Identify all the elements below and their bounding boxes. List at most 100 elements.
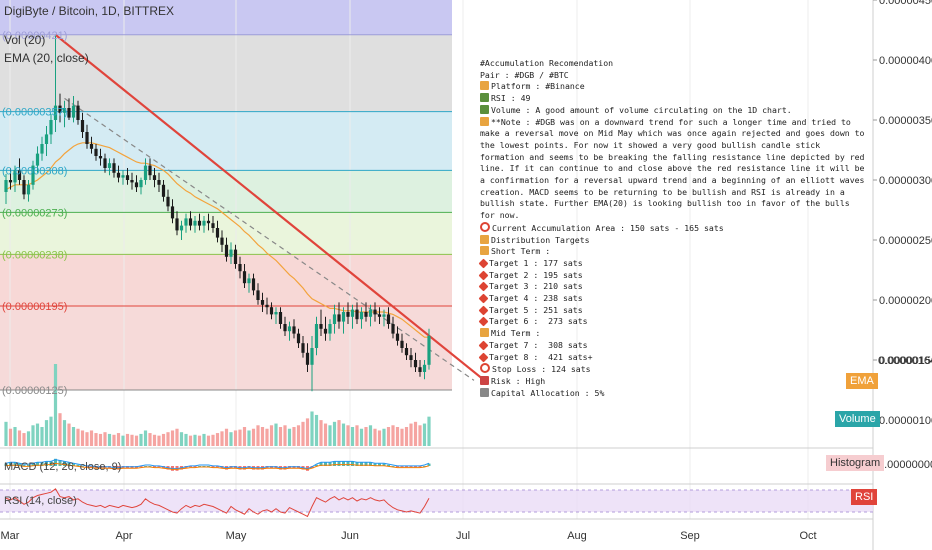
candle <box>350 304 355 329</box>
current-price-label: 0.00000164 <box>878 355 932 367</box>
candle <box>341 307 346 334</box>
macd-histogram-bar <box>324 462 327 466</box>
candle-body <box>71 105 76 118</box>
candle-body <box>278 312 283 324</box>
time-tick-label: Sep <box>680 530 700 542</box>
candle-body <box>310 348 314 365</box>
candle <box>49 114 53 144</box>
candle-body <box>166 196 170 207</box>
volume-bar <box>373 428 377 446</box>
note-line: Current Accumulation Area : 150 sats - 1… <box>480 221 865 235</box>
vol-indicator-label[interactable]: Vol (20) <box>4 33 45 47</box>
volume-bar <box>170 430 175 446</box>
pin-icon <box>478 352 489 363</box>
volume-bar <box>103 432 107 446</box>
rsi-indicator-label[interactable]: RSI (14, close) <box>4 495 77 507</box>
candle-body <box>224 244 229 257</box>
candle-body <box>193 220 197 226</box>
rsi-panel[interactable] <box>5 488 430 518</box>
note-line: Short Term : <box>480 246 865 258</box>
candle <box>175 211 179 236</box>
volume-bar <box>382 428 386 446</box>
note-line-text: Risk : High <box>491 375 546 386</box>
price-tick-label: 0.00000400 <box>879 55 932 67</box>
volume-bar <box>355 425 359 446</box>
volume-bars <box>4 364 431 446</box>
volume-bar <box>251 428 256 446</box>
ema-badge[interactable]: EMA <box>846 373 878 389</box>
macd-histogram-bar <box>360 462 363 466</box>
candle <box>260 292 265 312</box>
candle-body <box>427 336 431 365</box>
candle <box>296 328 301 348</box>
macd-histogram-bar <box>36 462 39 466</box>
macd-histogram-bar <box>144 466 147 467</box>
candle-body <box>319 324 323 329</box>
fib-zone-top <box>0 0 452 35</box>
price-tick-label: 0.00000300 <box>879 175 932 187</box>
candle <box>202 216 206 233</box>
note-line: Target 8 : 421 sats+ <box>478 352 865 364</box>
candle <box>26 180 31 202</box>
candle <box>238 256 242 279</box>
rsi-badge[interactable]: RSI <box>851 489 878 505</box>
volume-badge[interactable]: Volume <box>835 411 880 427</box>
candle <box>283 316 287 336</box>
note-line-text: Target 4 : 238 sats <box>489 293 583 304</box>
volume-bar <box>130 434 134 446</box>
candle-body <box>350 309 355 317</box>
volume-bar <box>179 432 184 446</box>
note-line-text: Pair : #DGB / #BTC <box>480 69 569 80</box>
volume-bar <box>346 425 350 446</box>
candle <box>62 100 67 128</box>
candle-body <box>17 170 22 180</box>
candle <box>404 343 409 360</box>
volume-bar <box>391 425 395 446</box>
volume-bar <box>310 411 314 446</box>
macd-histogram-bar <box>382 463 386 466</box>
hand-icon <box>480 116 489 126</box>
ema-indicator-label[interactable]: EMA (20, close) <box>4 51 89 65</box>
candle-body <box>134 182 139 188</box>
macd-indicator-label[interactable]: MACD (12, 26, close, 9) <box>4 461 121 473</box>
macd-histogram-bar <box>139 466 143 468</box>
candle-body <box>98 156 103 159</box>
pin-icon <box>478 293 489 304</box>
macd-histogram-bar <box>67 462 71 466</box>
macd-histogram-bar <box>427 463 431 466</box>
volume-bar <box>368 425 373 446</box>
note-line-text: Platform : #Binance <box>491 81 585 92</box>
volume-bar <box>67 423 71 446</box>
volume-bar <box>265 428 269 446</box>
macd-histogram-bar <box>409 466 413 468</box>
volume-bar <box>188 435 193 446</box>
cap-icon <box>480 387 489 397</box>
note-line: Target 2 : 195 sats <box>478 270 865 282</box>
macd-panel[interactable] <box>4 458 431 471</box>
macd-histogram-bar <box>405 466 408 468</box>
histogram-badge[interactable]: Histogram <box>826 455 885 471</box>
price-axis[interactable]: 0.00000450 0.00000400 0.00000350 0.00000300… <box>873 0 932 427</box>
candle-body <box>274 312 278 315</box>
candle-body <box>26 184 31 195</box>
price-tick-label: 0.00000100 <box>879 415 932 427</box>
volume-bar <box>229 432 233 446</box>
candle <box>382 309 386 327</box>
macd-histogram-bar <box>90 466 93 468</box>
time-axis[interactable]: Mar Apr May Jun Jul Aug Sep Oct <box>1 530 817 542</box>
candle-body <box>377 314 382 317</box>
candle-body <box>31 165 35 185</box>
candle <box>134 175 139 192</box>
candle-body <box>242 271 247 284</box>
candle <box>386 307 391 329</box>
candle-body <box>391 324 395 334</box>
candle <box>256 283 260 305</box>
volume-bar <box>121 435 125 446</box>
candle <box>413 352 418 372</box>
macd-histogram-bar <box>189 466 192 468</box>
candle-body <box>94 148 98 156</box>
note-line-text: Target 3 : 210 sats <box>489 281 583 292</box>
macd-histogram-bar <box>414 466 417 468</box>
price-tick-label: 0.00000250 <box>879 235 932 247</box>
candle <box>184 213 188 233</box>
